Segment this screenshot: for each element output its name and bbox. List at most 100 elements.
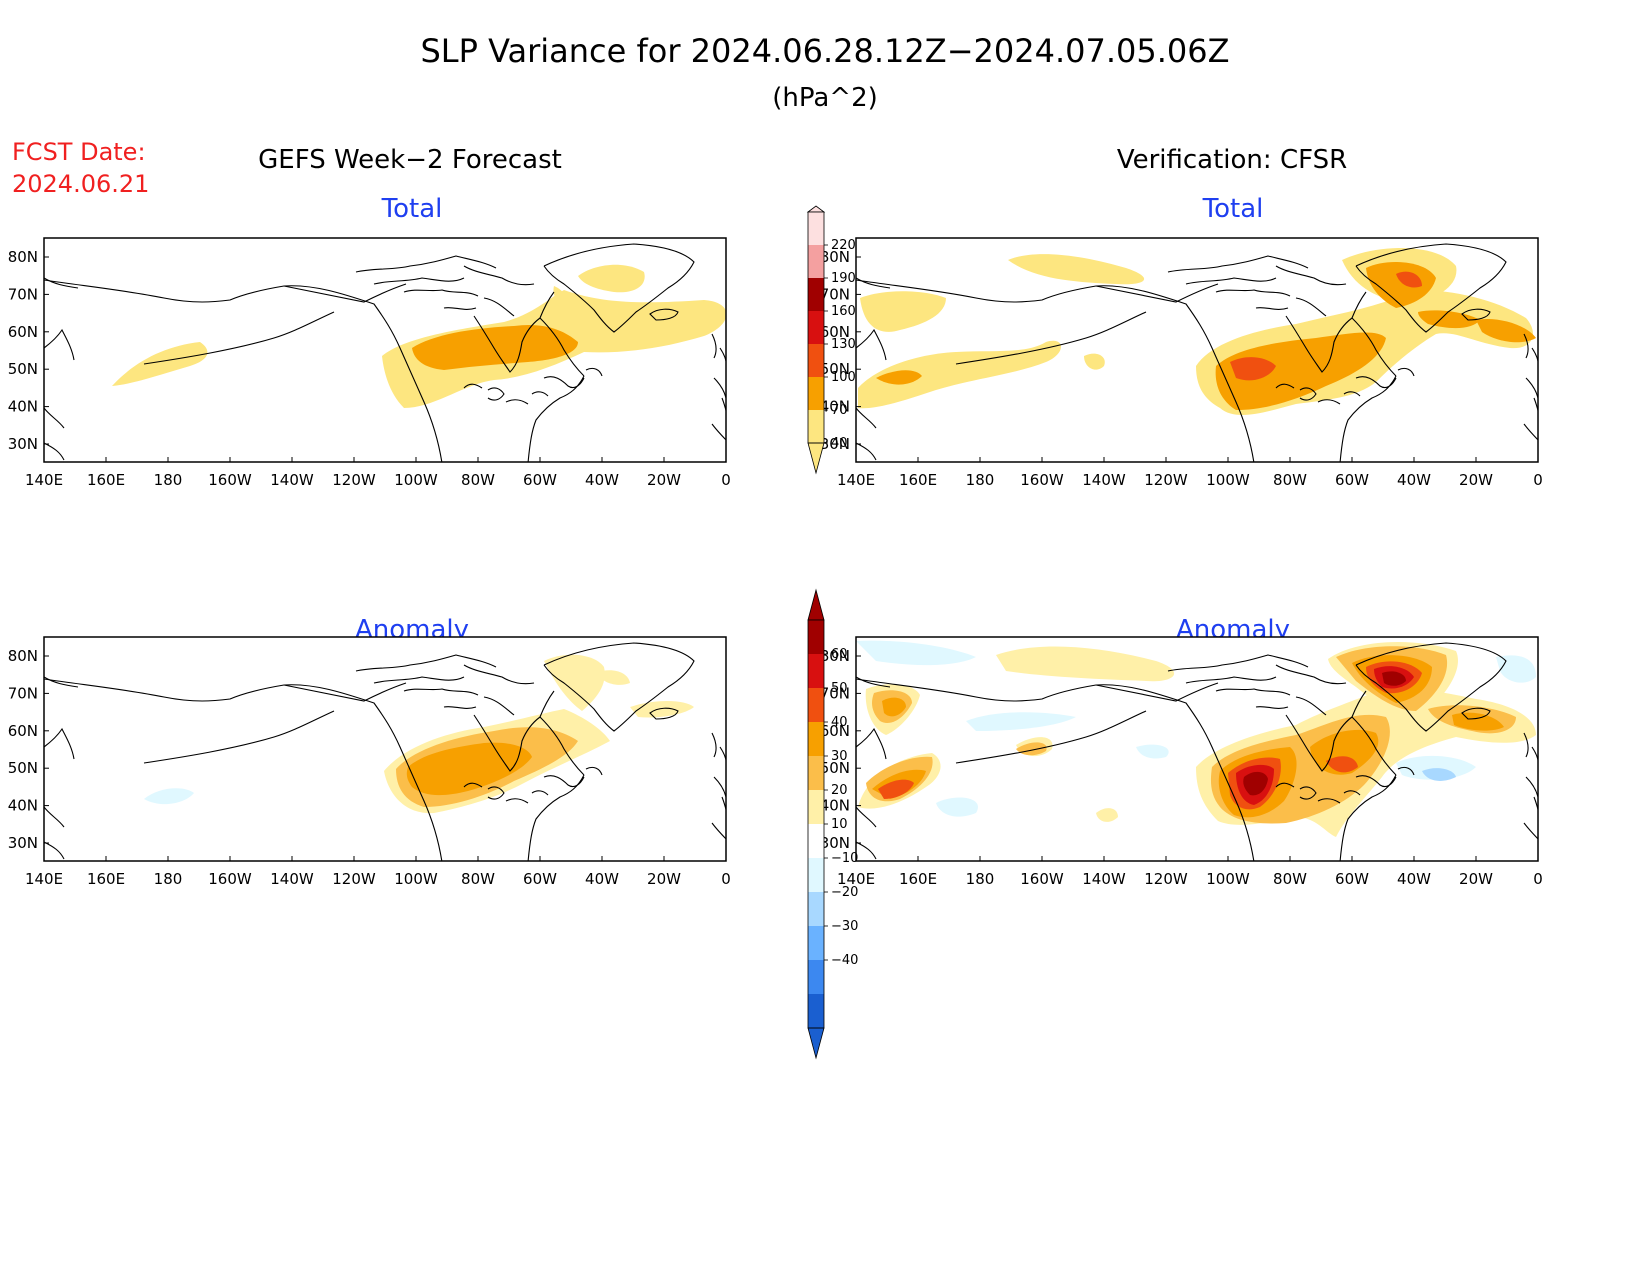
contour-fill <box>144 788 194 805</box>
lon-tick-label: 20W <box>1459 471 1493 489</box>
colorbar-swatch <box>808 926 824 960</box>
colorbar-swatch <box>808 858 824 892</box>
lon-tick-label: 160W <box>1020 870 1064 888</box>
lon-tick-label: 0 <box>721 870 731 888</box>
lon-tick-label: 40W <box>1397 471 1431 489</box>
contour-fill <box>1096 808 1118 822</box>
colorbar-frame <box>807 211 825 444</box>
main-title: SLP Variance for 2024.06.28.12Z−2024.07.… <box>420 32 1229 70</box>
map-background <box>44 637 726 861</box>
contour-fill <box>596 670 630 685</box>
lon-tick-label: 0 <box>721 471 731 489</box>
contour-fill <box>630 701 694 718</box>
colorbar-swatch <box>808 410 824 443</box>
contour-fill <box>936 797 978 817</box>
colorbar-tick-label: 220 <box>831 238 856 253</box>
contour-fill <box>856 640 976 666</box>
contour-fill <box>1396 271 1422 288</box>
lat-tick-label: 30N <box>820 435 850 453</box>
lat-tick-label: 30N <box>8 435 38 453</box>
colorbar-tick-label: 30 <box>831 749 848 764</box>
lat-tick-label: 70N <box>820 285 850 303</box>
colorbar-tick-label: 100 <box>831 370 856 385</box>
shaded-field <box>856 640 1536 837</box>
contour-fill <box>1422 768 1456 781</box>
shaded-field <box>112 264 726 408</box>
colorbar-swatch <box>808 620 824 654</box>
lon-tick-label: 40W <box>1397 870 1431 888</box>
lon-tick-label: 140E <box>25 471 63 489</box>
lon-tick-label: 20W <box>1459 870 1493 888</box>
contour-fill <box>112 342 208 386</box>
lat-tick-label: 40N <box>8 797 38 815</box>
colorbar-swatch <box>808 654 824 688</box>
colorbar-swatch <box>808 790 824 824</box>
lon-tick-label: 40W <box>585 870 619 888</box>
lat-tick-label: 70N <box>8 684 38 702</box>
panel-label-fcst-total: Total <box>381 194 443 224</box>
lon-tick-label: 60W <box>1335 870 1369 888</box>
map-frame <box>43 636 727 862</box>
lon-tick-label: 100W <box>394 870 438 888</box>
colorbar-swatch <box>808 994 824 1028</box>
lon-tick-label: 120W <box>332 870 376 888</box>
contour-fill <box>966 712 1076 731</box>
lon-tick-label: 140E <box>25 870 63 888</box>
map-panel-fcst-total: 140E 160E 180 160W 140W 120W 100W 80W 60W 40W 20W 0… <box>8 237 731 489</box>
contour-fill <box>1008 254 1145 285</box>
lon-tick-label: 60W <box>1335 471 1369 489</box>
lat-tick-label: 70N <box>8 285 38 303</box>
colorbar-swatch <box>808 892 824 926</box>
colorbar-swatch <box>808 212 824 245</box>
colorbar-tick-label: −10 <box>831 851 858 866</box>
lon-tick-label: 180 <box>154 870 183 888</box>
lon-tick-label: 120W <box>332 471 376 489</box>
colorbar-swatch <box>808 344 824 377</box>
lat-tick-label: 60N <box>820 722 850 740</box>
lat-tick-label: 40N <box>8 398 38 416</box>
colorbar-top-arrow <box>806 205 826 213</box>
colorbar-tick-label: 20 <box>831 783 848 798</box>
colorbar-swatch <box>808 311 824 344</box>
lat-tick-label: 30N <box>820 834 850 852</box>
verification-heading: Verification: CFSR <box>1117 145 1347 175</box>
lat-tick-label: 50N <box>820 759 850 777</box>
lon-tick-label: 20W <box>647 870 681 888</box>
lon-tick-label: 160E <box>899 870 937 888</box>
map-panel-verif-anomaly: 140E 160E 180 160W 140W 120W 100W 80W 60W 40W 20W 0… <box>820 636 1543 888</box>
lon-tick-label: 160E <box>87 870 125 888</box>
lon-tick-label: 0 <box>1533 870 1543 888</box>
fcst-date-label: FCST Date: <box>12 138 146 166</box>
lon-tick-label: 40W <box>585 471 619 489</box>
contour-fill <box>1382 671 1406 686</box>
contour-fill <box>882 697 906 717</box>
lat-tick-label: 30N <box>8 834 38 852</box>
contour-fill <box>1476 318 1536 343</box>
contour-fill <box>578 264 645 293</box>
lon-tick-label: 160W <box>208 471 252 489</box>
contour-fill <box>860 291 946 332</box>
map-frame <box>43 237 727 463</box>
lat-tick-label: 40N <box>820 398 850 416</box>
lon-tick-label: 160E <box>87 471 125 489</box>
lon-tick-label: 140E <box>837 471 875 489</box>
contour-fill <box>1396 755 1476 780</box>
colorbar-bottom-arrow <box>807 1027 825 1060</box>
forecast-heading: GEFS Week−2 Forecast <box>258 145 562 175</box>
contour-fill <box>996 646 1175 682</box>
colorbar-swatch <box>808 377 824 410</box>
lat-tick-label: 50N <box>820 360 850 378</box>
contour-fill <box>1215 332 1386 410</box>
contour-fill <box>1230 357 1276 381</box>
map-panel-fcst-anomaly: 140E 160E 180 160W 140W 120W 100W 80W 60W 40W 20W 0… <box>8 636 731 888</box>
lat-tick-label: 70N <box>820 684 850 702</box>
lon-tick-label: 180 <box>966 870 995 888</box>
lon-tick-label: 100W <box>394 471 438 489</box>
colorbar-swatch <box>808 960 824 994</box>
contour-fill <box>1243 771 1268 796</box>
map-frame <box>855 636 1539 862</box>
lon-tick-label: 80W <box>461 471 495 489</box>
map-frame <box>855 237 1539 463</box>
lon-tick-label: 80W <box>1273 870 1307 888</box>
lon-tick-label: 60W <box>523 471 557 489</box>
